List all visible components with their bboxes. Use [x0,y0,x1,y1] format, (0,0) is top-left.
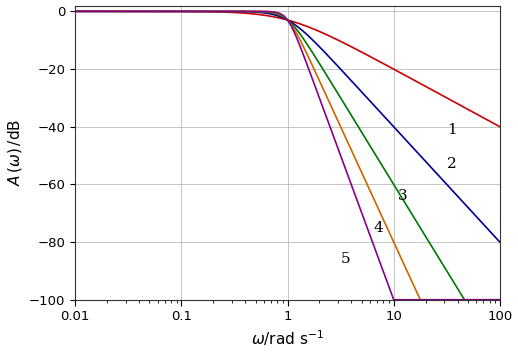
X-axis label: $\omega$/rad s$^{-1}$: $\omega$/rad s$^{-1}$ [251,329,324,348]
Text: 2: 2 [447,157,457,171]
Text: 4: 4 [374,221,383,235]
Text: 5: 5 [341,252,351,267]
Text: 1: 1 [447,122,457,137]
Y-axis label: $A\,(\omega)\,$/dB: $A\,(\omega)\,$/dB [6,119,23,186]
Text: 3: 3 [398,189,408,203]
